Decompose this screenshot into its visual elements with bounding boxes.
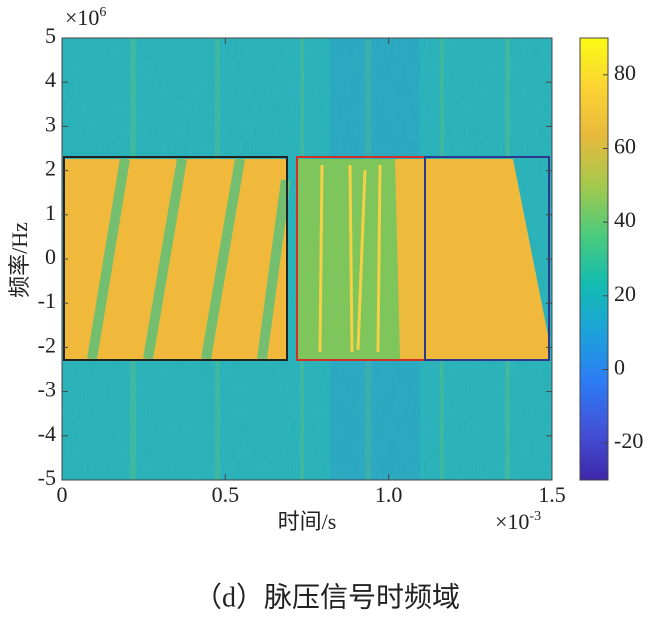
x-tick-label: 1.5 xyxy=(538,482,566,507)
colorbar-tick-label: 80 xyxy=(614,60,636,85)
y-tick-label: -4 xyxy=(38,421,56,446)
x-tick-label: 0.5 xyxy=(212,482,240,507)
y-tick-label: 4 xyxy=(45,67,56,92)
y-tick-label: -1 xyxy=(38,288,56,313)
y-tick-label: 1 xyxy=(45,200,56,225)
colorbar-tick-label: -20 xyxy=(614,428,643,453)
y-label: 频率/Hz xyxy=(7,222,32,298)
y-tick-label: 3 xyxy=(45,111,56,136)
y-multiplier: ×106 xyxy=(65,5,106,30)
colorbar-tick-label: 0 xyxy=(614,355,625,380)
x-multiplier: ×10-3 xyxy=(495,509,541,534)
colorbar xyxy=(579,37,609,481)
y-tick-label: -2 xyxy=(38,332,56,357)
y-tick-label: -5 xyxy=(38,465,56,490)
y-tick-label: 2 xyxy=(45,156,56,181)
y-tick-label: -3 xyxy=(38,377,56,402)
x-tick-label: 1.0 xyxy=(375,482,403,507)
caption: （d）脉压信号时频域 xyxy=(194,581,460,613)
y-tick-label: 5 xyxy=(45,23,56,48)
x-tick-label: 0 xyxy=(57,482,68,507)
colorbar-tick-label: 20 xyxy=(614,281,636,306)
x-label: 时间/s xyxy=(278,509,337,534)
spectrogram xyxy=(62,38,552,480)
colorbar-tick-label: 60 xyxy=(614,134,636,159)
colorbar-tick-label: 40 xyxy=(614,207,636,232)
y-tick-label: 0 xyxy=(45,244,56,269)
